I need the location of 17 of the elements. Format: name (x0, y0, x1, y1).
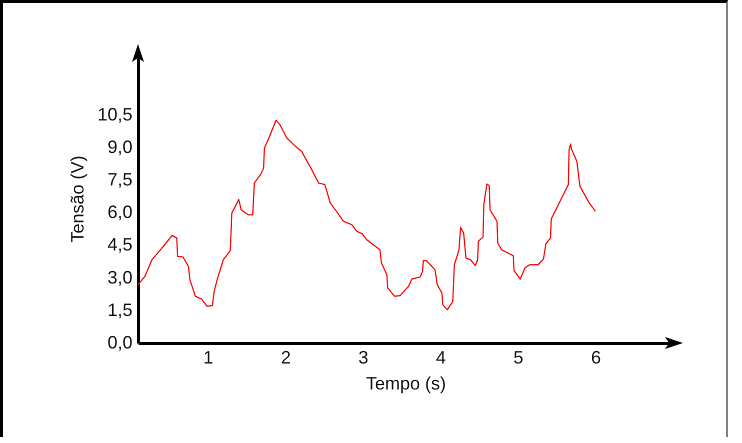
y-tick-label: 6,0 (107, 202, 132, 222)
y-tick-label: 10,5 (97, 104, 132, 124)
y-axis-title: Tensão (V) (67, 155, 88, 243)
x-tick-label: 6 (590, 348, 601, 368)
y-tick-label: 1,5 (107, 300, 132, 320)
y-tick-label: 0,0 (107, 332, 132, 352)
x-tick-label: 1 (203, 348, 214, 368)
x-tick-label: 3 (358, 348, 368, 368)
y-tick-label: 3,0 (107, 267, 132, 288)
y-tick-label: 4,5 (107, 234, 132, 255)
x-tick-label: 5 (513, 348, 524, 368)
x-tick-label: 4 (436, 348, 446, 368)
x-axis-title: Tempo (s) (366, 374, 446, 394)
y-tick-label: 7,5 (107, 170, 132, 190)
y-tick-label: 9,0 (107, 136, 132, 157)
x-tick-label: 2 (280, 348, 291, 368)
line-series (137, 120, 596, 310)
